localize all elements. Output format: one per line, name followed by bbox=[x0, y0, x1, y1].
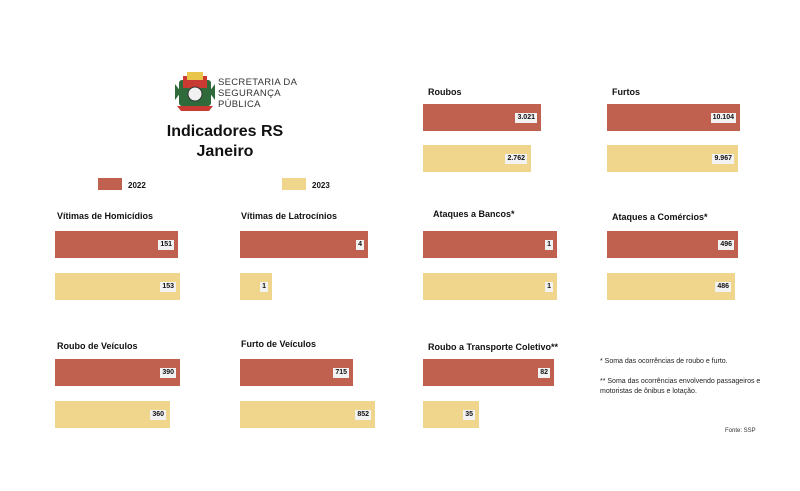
bar-furtos-2022: 10.104 bbox=[607, 104, 740, 131]
data-label-roubo-de-veiculos-2023: 360 bbox=[150, 409, 166, 420]
data-label-ataques-a-comercios-2022: 496 bbox=[718, 239, 734, 250]
title-line-1: Indicadores RS bbox=[166, 123, 284, 140]
chart-title-roubo-a-transporte-coletivo: Roubo a Transporte Coletivo** bbox=[428, 342, 559, 352]
legend-label-2023: 2023 bbox=[312, 181, 330, 190]
chart-title-furto-de-veiculos: Furto de Veículos bbox=[241, 339, 317, 349]
data-label-furtos-2023: 9.967 bbox=[712, 153, 734, 164]
bar-roubo-a-transporte-coletivo-2022: 82 bbox=[423, 359, 554, 386]
legend-label-2022: 2022 bbox=[128, 181, 146, 190]
chart-title-furtos: Furtos bbox=[612, 87, 640, 97]
title-line-2: Janeiro bbox=[196, 143, 254, 160]
legend-swatch-2023 bbox=[282, 178, 306, 190]
bar-roubo-de-veiculos-2023: 360 bbox=[55, 401, 170, 428]
data-label-ataques-a-bancos-2023: 1 bbox=[545, 281, 553, 292]
org-line-3: PÚBLICA bbox=[218, 99, 261, 110]
data-label-furtos-2022: 10.104 bbox=[710, 112, 736, 123]
data-label-vitimas-de-homicidios-2022: 151 bbox=[158, 239, 174, 250]
state-coat-of-arms-logo bbox=[173, 70, 217, 112]
data-label-furto-de-veiculos-2022: 715 bbox=[333, 367, 349, 378]
data-label-roubo-a-transporte-coletivo-2022: 82 bbox=[538, 367, 550, 378]
bar-vitimas-de-latrocinios-2022: 4 bbox=[240, 231, 368, 258]
footnote-single-asterisk: * Soma das ocorrências de roubo e furto. bbox=[600, 358, 728, 365]
data-label-roubo-de-veiculos-2022: 390 bbox=[160, 367, 176, 378]
legend-swatch-2022 bbox=[98, 178, 122, 190]
org-line-2: SEGURANÇA bbox=[218, 88, 281, 99]
chart-title-roubos: Roubos bbox=[428, 87, 462, 97]
footnote-double-asterisk: ** Soma das ocorrências envolvendo passa… bbox=[600, 377, 760, 397]
chart-title-ataques-a-comercios: Ataques a Comércios* bbox=[612, 212, 708, 222]
bar-ataques-a-comercios-2022: 496 bbox=[607, 231, 738, 258]
data-label-roubos-2022: 3.021 bbox=[515, 112, 537, 123]
bar-roubo-a-transporte-coletivo-2023: 35 bbox=[423, 401, 479, 428]
data-label-vitimas-de-homicidios-2023: 153 bbox=[160, 281, 176, 292]
data-label-ataques-a-bancos-2022: 1 bbox=[545, 239, 553, 250]
data-label-roubo-a-transporte-coletivo-2023: 35 bbox=[463, 409, 475, 420]
data-label-ataques-a-comercios-2023: 486 bbox=[715, 281, 731, 292]
chart-title-vitimas-de-homicidios: Vítimas de Homicídios bbox=[57, 211, 154, 221]
bar-roubos-2023: 2.762 bbox=[423, 145, 531, 172]
bar-vitimas-de-latrocinios-2023: 1 bbox=[240, 273, 272, 300]
bar-furtos-2023: 9.967 bbox=[607, 145, 738, 172]
footnote-double-line-1: ** Soma das ocorrências envolvendo passa… bbox=[600, 378, 761, 385]
bar-ataques-a-bancos-2022: 1 bbox=[423, 231, 557, 258]
chart-title-ataques-a-bancos: Ataques a Bancos* bbox=[433, 209, 515, 219]
data-label-vitimas-de-latrocinios-2023: 1 bbox=[260, 281, 268, 292]
bar-roubo-de-veiculos-2022: 390 bbox=[55, 359, 180, 386]
bar-furto-de-veiculos-2023: 852 bbox=[240, 401, 375, 428]
chart-title-roubo-de-veiculos: Roubo de Veículos bbox=[57, 341, 138, 351]
chart-title-vitimas-de-latrocinios: Vítimas de Latrocínios bbox=[241, 211, 338, 221]
bar-ataques-a-bancos-2023: 1 bbox=[423, 273, 557, 300]
bar-furto-de-veiculos-2022: 715 bbox=[240, 359, 353, 386]
data-label-roubos-2023: 2.762 bbox=[505, 153, 527, 164]
organization-name: SECRETARIA DA SEGURANÇA PÚBLICA bbox=[218, 77, 297, 110]
bar-roubos-2022: 3.021 bbox=[423, 104, 541, 131]
source-note: Fonte: SSP bbox=[725, 428, 756, 434]
bar-ataques-a-comercios-2023: 486 bbox=[607, 273, 735, 300]
page-title: Indicadores RS Janeiro bbox=[150, 122, 300, 162]
data-label-furto-de-veiculos-2023: 852 bbox=[355, 409, 371, 420]
org-line-1: SECRETARIA DA bbox=[218, 77, 298, 88]
bar-vitimas-de-homicidios-2022: 151 bbox=[55, 231, 178, 258]
footnote-double-line-2: motoristas de ônibus e lotação. bbox=[600, 388, 697, 395]
data-label-vitimas-de-latrocinios-2022: 4 bbox=[356, 239, 364, 250]
bar-vitimas-de-homicidios-2023: 153 bbox=[55, 273, 180, 300]
